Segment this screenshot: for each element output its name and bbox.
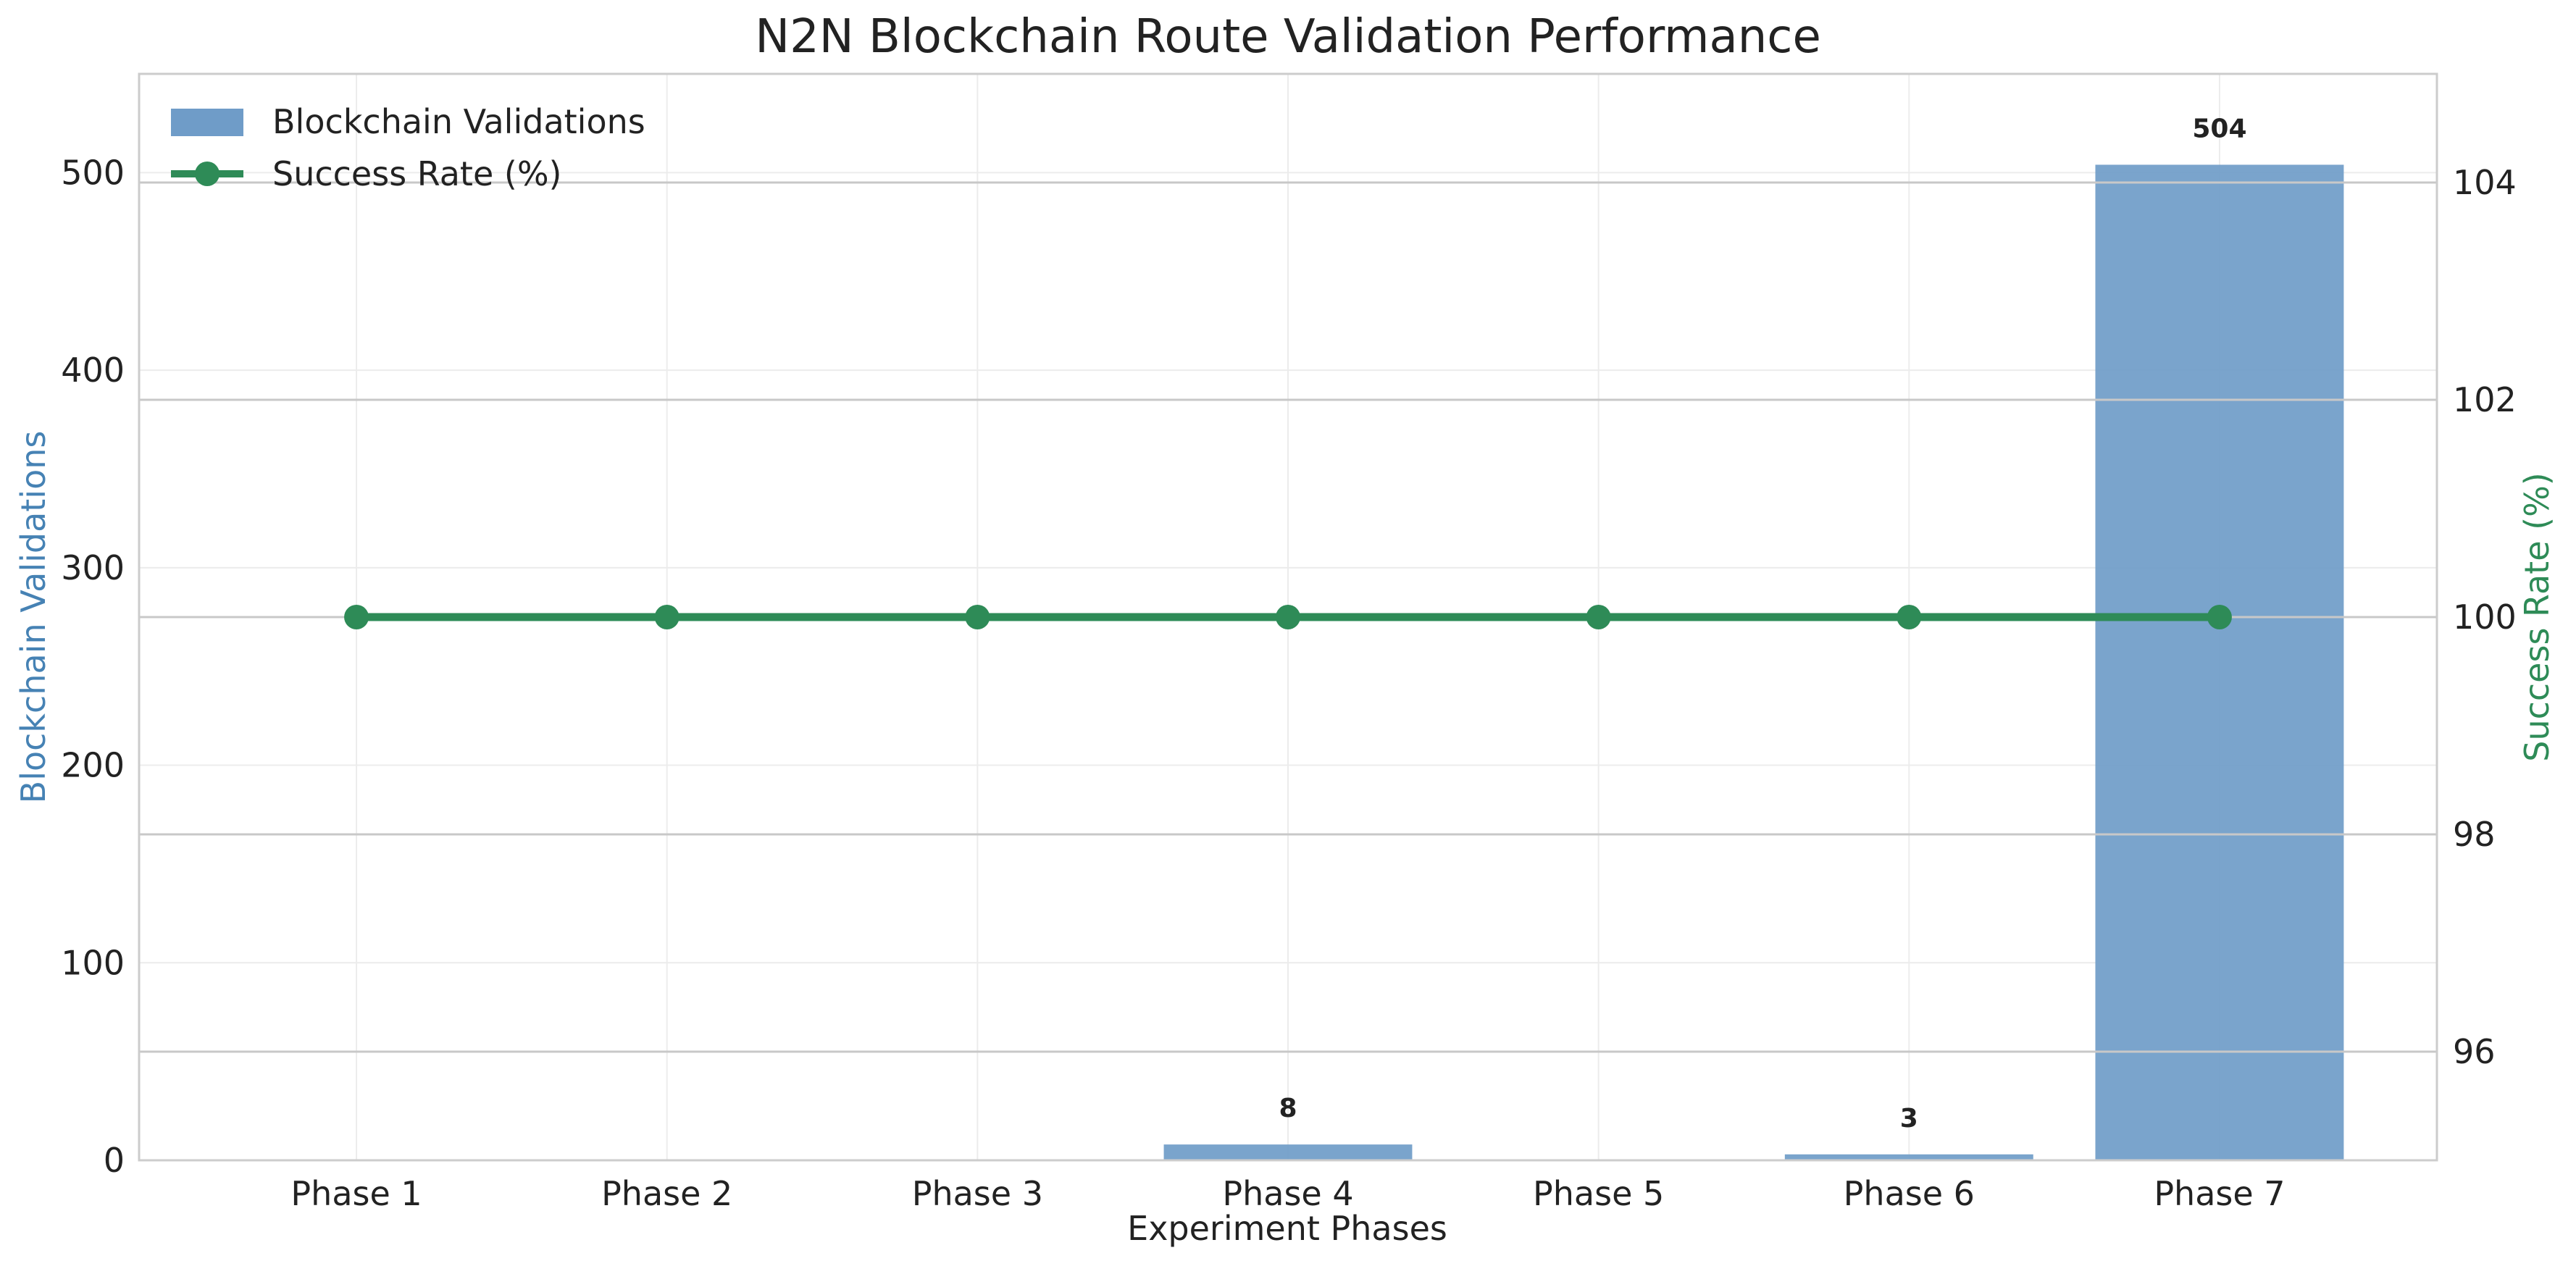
bar-series: 8 3 504 <box>1163 114 2344 1160</box>
success-rate-point <box>1586 605 1611 629</box>
chart-title: N2N Blockchain Route Validation Performa… <box>755 10 1821 64</box>
y-right-tick-label: 96 <box>2453 1032 2496 1071</box>
y-right-tick-label: 100 <box>2453 598 2517 637</box>
y-left-tick-label: 500 <box>61 153 125 192</box>
legend-line-label: Success Rate (%) <box>272 154 562 193</box>
legend-line-marker <box>195 162 219 186</box>
y-left-axis-label: Blockchain Validations <box>14 431 53 804</box>
success-rate-point <box>654 605 679 629</box>
y-right-tick-label: 104 <box>2453 163 2517 202</box>
y-left-tick-label: 400 <box>61 351 125 390</box>
success-rate-point <box>965 605 990 629</box>
success-rate-point <box>1276 605 1300 629</box>
x-tick-label: Phase 1 <box>290 1174 422 1213</box>
x-tick-label: Phase 4 <box>1222 1174 1353 1213</box>
bar-value-label: 8 <box>1279 1094 1297 1123</box>
bar <box>2095 164 2344 1160</box>
legend-bar-label: Blockchain Validations <box>272 102 645 141</box>
success-rate-point <box>1897 605 1922 629</box>
bar <box>1163 1144 1413 1160</box>
x-tick-label: Phase 5 <box>1533 1174 1664 1213</box>
legend: Blockchain Validations Success Rate (%) <box>171 102 645 193</box>
y-left-tick-label: 0 <box>104 1141 125 1180</box>
success-rate-point <box>2207 605 2232 629</box>
bar-value-label: 3 <box>1900 1104 1918 1133</box>
axes: 0 100 200 300 400 500 96 98 100 102 104 Phase 1 Phas… <box>61 153 2517 1213</box>
success-rate-point <box>344 605 369 629</box>
plot-frame <box>138 72 2438 1162</box>
y-left-tick-label: 300 <box>61 548 125 587</box>
line-series <box>344 605 2232 629</box>
y-right-axis-label: Success Rate (%) <box>2517 472 2556 762</box>
bar-value-label: 504 <box>2192 114 2246 143</box>
x-tick-label: Phase 2 <box>601 1174 732 1213</box>
bar <box>1784 1154 2033 1160</box>
x-tick-label: Phase 7 <box>2154 1174 2285 1213</box>
x-tick-label: Phase 6 <box>1844 1174 1975 1213</box>
legend-bar-swatch <box>171 109 243 136</box>
y-left-tick-label: 200 <box>61 746 125 785</box>
y-right-tick-label: 98 <box>2453 815 2496 854</box>
x-tick-label: Phase 3 <box>912 1174 1043 1213</box>
y-left-tick-label: 100 <box>61 943 125 982</box>
x-axis-label: Experiment Phases <box>1127 1209 1447 1248</box>
y-right-tick-label: 102 <box>2453 380 2517 419</box>
